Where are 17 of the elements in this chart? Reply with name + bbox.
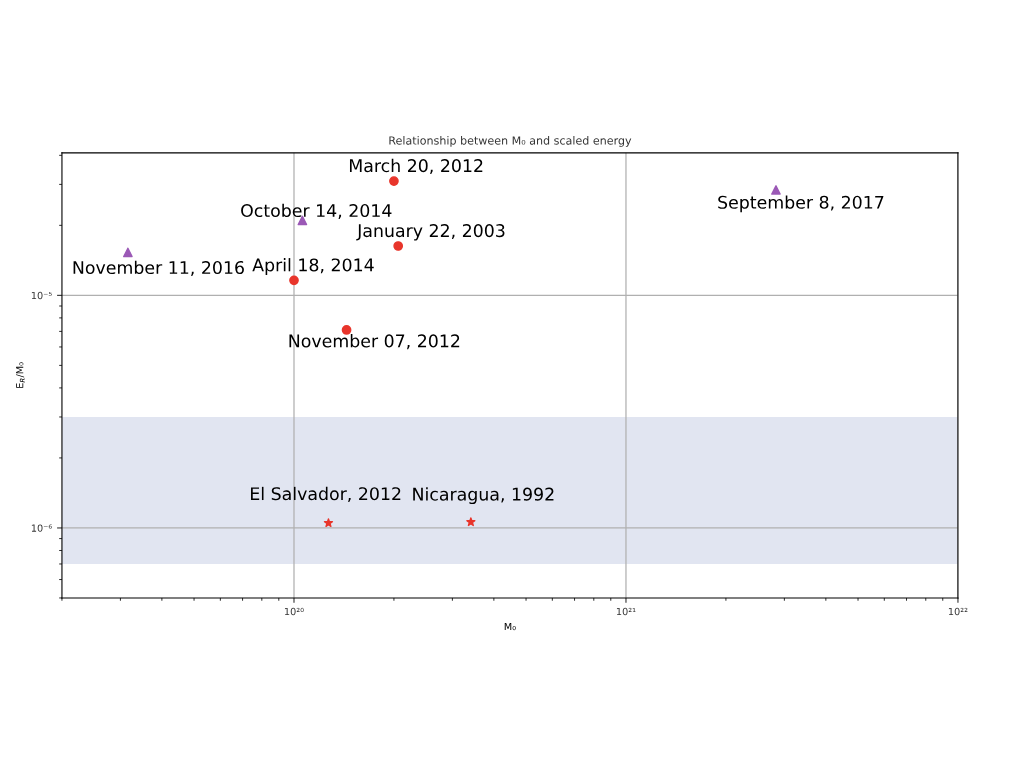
- annotation: January 22, 2003: [356, 224, 505, 241]
- y-axis-title: E$_{R}$/M₀: [16, 362, 25, 388]
- annotation: Nicaragua, 1992: [413, 487, 554, 505]
- annotation: October 14, 2014: [241, 203, 392, 219]
- annotation: March 20, 2012: [349, 158, 483, 174]
- x-axis-title: M₀: [504, 622, 516, 631]
- x-tick-label: 10²²: [948, 607, 968, 616]
- annotation: November 07, 2012: [289, 334, 460, 350]
- y-tick-label: 10⁻⁶: [31, 524, 52, 532]
- x-tick-label: 10²⁰: [284, 607, 304, 616]
- chart-title: Relationship between M₀ and scaled energy: [389, 136, 632, 147]
- annotation: April 18, 2014: [252, 258, 374, 275]
- x-tick-label: 10²¹: [616, 607, 636, 616]
- annotation: September 8, 2017: [718, 195, 884, 213]
- annotation: El Salvador, 2012: [251, 486, 401, 503]
- annotation: November 11, 2016: [73, 260, 244, 276]
- y-tick-label: 10⁻⁵: [31, 291, 52, 300]
